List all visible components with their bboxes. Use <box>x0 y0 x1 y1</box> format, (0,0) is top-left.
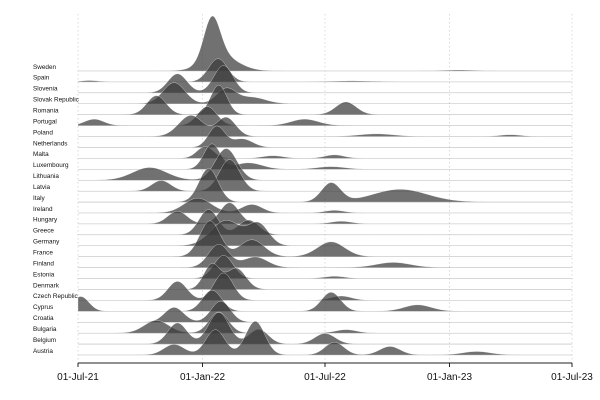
ridge-denmark <box>77 263 573 290</box>
ridge-estonia <box>77 255 573 279</box>
y-tick-label: France <box>33 249 53 256</box>
x-tick-label: 01-Jul-23 <box>551 372 593 383</box>
ridge-area <box>77 202 573 225</box>
x-axis: 01-Jul-21 01-Jan-22 01-Jul-22 01-Jan-23 01-J… <box>57 362 593 383</box>
y-tick-label: Sweden <box>33 64 57 71</box>
y-tick-label: Greece <box>33 228 54 235</box>
y-tick-label: Poland <box>33 129 53 136</box>
ridge-spain <box>77 58 573 83</box>
ridge-layer <box>77 15 573 356</box>
ridge-cyprus <box>77 289 573 312</box>
y-tick-label: Netherlands <box>33 140 67 147</box>
ridge-sweden <box>77 15 573 72</box>
ridge-italy <box>77 168 573 203</box>
x-tick-label: 01-Jan-22 <box>180 372 225 383</box>
y-tick-label: Malta <box>33 151 49 158</box>
y-tick-label: Lithuania <box>33 173 59 180</box>
y-tick-label: Spain <box>33 75 50 82</box>
ridge-area <box>77 115 573 137</box>
x-tick-label: 01-Jan-23 <box>427 372 472 383</box>
ridge-belgium <box>77 312 573 345</box>
ridge-area <box>77 289 573 312</box>
y-tick-label: Portugal <box>33 118 57 125</box>
ridge-france <box>77 220 573 257</box>
x-tick-label: 01-Jul-22 <box>304 372 346 383</box>
ridge-lithuania <box>77 148 573 181</box>
ridge-finland <box>77 243 573 268</box>
y-tick-label: Luxembourg <box>33 162 69 169</box>
y-label-layer: Sweden Spain Slovenia Slovak Republic Romani… <box>33 64 80 355</box>
y-tick-label: Estonia <box>33 271 55 278</box>
ridge-hungary <box>77 202 573 225</box>
ridge-luxembourg <box>77 143 573 170</box>
y-tick-label: Croatia <box>33 315 54 322</box>
y-tick-label: Slovenia <box>33 86 58 93</box>
ridge-malta <box>77 146 573 159</box>
y-tick-label: Bulgaria <box>33 326 57 333</box>
ridge-ireland <box>77 197 573 214</box>
ridge-netherlands <box>77 125 573 148</box>
y-tick-label: Latvia <box>33 184 50 191</box>
ridge-romania <box>77 84 573 115</box>
ridge-austria <box>77 321 573 356</box>
ridge-portugal <box>77 106 573 126</box>
ridge-bulgaria <box>77 311 573 334</box>
y-tick-label: Austria <box>33 348 53 355</box>
ridge-area <box>77 321 573 356</box>
ridge-greece <box>77 209 573 236</box>
y-tick-label: Finland <box>33 260 54 267</box>
ridge-poland <box>77 115 573 137</box>
y-tick-label: Germany <box>33 239 60 246</box>
y-tick-label: Ireland <box>33 206 53 213</box>
ridge-area <box>77 146 573 159</box>
y-tick-label: Hungary <box>33 217 58 224</box>
y-tick-label: Slovak Republic <box>33 97 80 104</box>
ridge-slovenia <box>77 65 573 94</box>
y-tick-label: Italy <box>33 195 46 202</box>
y-tick-label: Czech Republic <box>33 293 79 300</box>
y-tick-label: Belgium <box>33 337 56 344</box>
y-tick-label: Denmark <box>33 282 60 289</box>
x-tick-label: 01-Jul-21 <box>57 372 99 383</box>
y-tick-label: Cyprus <box>33 304 53 311</box>
y-tick-label: Romania <box>33 107 59 114</box>
